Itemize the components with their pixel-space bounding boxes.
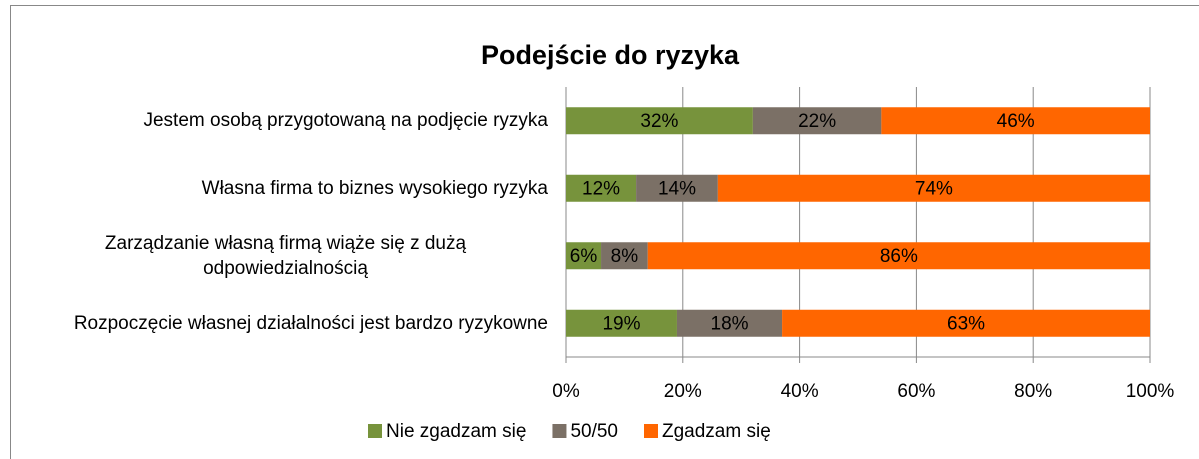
category-label-box: Rozpoczęcie własnej działalności jest ba… bbox=[20, 293, 548, 353]
bar-segment bbox=[566, 309, 677, 337]
x-tick-label: 0% bbox=[552, 381, 580, 402]
bar-segment bbox=[566, 107, 753, 135]
category-label-box: Zarządzanie własną firmą wiąże się z duż… bbox=[20, 226, 548, 286]
data-label: 12% bbox=[582, 178, 620, 199]
data-label: 6% bbox=[570, 246, 598, 267]
y-tick-label: Rozpoczęcie własnej działalności jest ba… bbox=[73, 312, 548, 334]
bar-segment bbox=[676, 309, 783, 337]
y-tick-label: Zarządzanie własną firmą wiąże się z duż… bbox=[104, 232, 467, 279]
bar-segment bbox=[881, 107, 1150, 135]
frame bbox=[10, 5, 1199, 459]
bar-segment bbox=[717, 174, 1150, 202]
bar-segment bbox=[566, 174, 637, 202]
bar-segment bbox=[752, 107, 882, 135]
bar-segment bbox=[636, 174, 718, 202]
legend-swatch bbox=[644, 424, 658, 438]
bar-segment bbox=[601, 242, 648, 270]
data-label: 86% bbox=[880, 246, 918, 267]
legend-label: 50/50 bbox=[570, 421, 618, 442]
data-label: 74% bbox=[915, 178, 953, 199]
chart-title: Podejście do ryzyka bbox=[481, 40, 740, 70]
x-tick-label: 20% bbox=[664, 381, 702, 402]
data-label: 32% bbox=[640, 111, 678, 132]
data-label: 63% bbox=[947, 313, 985, 334]
x-tick-label: 40% bbox=[781, 381, 819, 402]
data-label: 14% bbox=[658, 178, 696, 199]
legend-label: Nie zgadzam się bbox=[386, 421, 526, 442]
y-tick-label: Własna firma to biznes wysokiego ryzyka bbox=[201, 177, 548, 199]
data-label: 22% bbox=[798, 111, 836, 132]
bar-segment bbox=[566, 242, 602, 270]
legend-swatch bbox=[552, 424, 567, 438]
category-label-box: Jestem osobą przygotowaną na podjęcie ry… bbox=[20, 91, 548, 151]
data-label: 19% bbox=[602, 313, 640, 334]
bar-segment bbox=[782, 309, 1150, 337]
legend-label: Zgadzam się bbox=[662, 421, 771, 442]
category-label-box: Własna firma to biznes wysokiego ryzyka bbox=[20, 158, 548, 218]
data-label: 46% bbox=[997, 111, 1035, 132]
data-label: 18% bbox=[711, 313, 749, 334]
x-tick-label: 80% bbox=[1014, 381, 1052, 402]
legend-swatch bbox=[368, 424, 382, 438]
x-tick-label: 60% bbox=[897, 381, 935, 402]
data-label: 8% bbox=[611, 246, 639, 267]
y-tick-label: Jestem osobą przygotowaną na podjęcie ry… bbox=[143, 110, 548, 132]
x-tick-label: 100% bbox=[1126, 381, 1175, 402]
bar-segment bbox=[647, 242, 1150, 270]
